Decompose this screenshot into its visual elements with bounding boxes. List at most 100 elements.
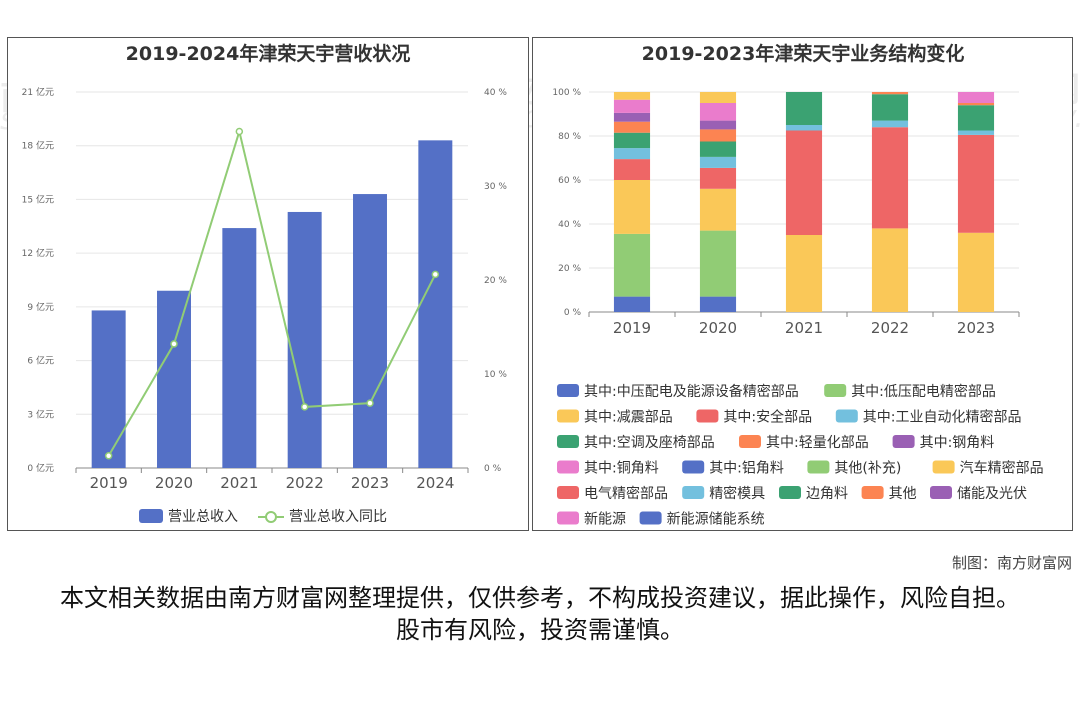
- legend-label: 精密模具: [709, 485, 765, 502]
- stacked-bar-segment: [699, 167, 737, 189]
- stacked-bar-segment: [613, 233, 651, 297]
- stacked-bar-segment: [699, 230, 737, 297]
- legend-label: 电气精密部品: [584, 485, 668, 502]
- chart-title: 2019-2023年津荣天宇业务结构变化: [642, 42, 965, 65]
- legend-label: 新能源储能系统: [667, 512, 765, 528]
- stacked-bar-segment: [699, 296, 737, 312]
- legend-swatch: [824, 384, 847, 397]
- line-series: [104, 127, 440, 460]
- legend-swatch: [557, 486, 579, 499]
- y-tick-label: 15 亿元: [22, 193, 54, 205]
- legend-label: 营业总收入: [168, 509, 238, 525]
- stacked-bar-segment: [957, 92, 995, 103]
- stacked-bar-segment: [613, 112, 651, 122]
- y2-tick-label: 30 %: [484, 182, 507, 192]
- growth-point: [235, 127, 244, 136]
- legend-label: 营业总收入同比: [289, 509, 387, 525]
- stacked-bar-segment: [699, 103, 737, 121]
- legend-label: 其中:铝角料: [709, 461, 784, 477]
- x-axis-ticks: 2019 2020 2021 2022 2023: [613, 319, 995, 337]
- bar-series: [91, 140, 453, 469]
- stacked-bar-segment: [613, 180, 651, 234]
- y-tick-label: 100 %: [552, 88, 581, 98]
- legend-label: 其中:铜角料: [584, 461, 659, 477]
- y-tick-label: 0 亿元: [27, 462, 54, 474]
- stacked-bar-segment: [613, 92, 651, 100]
- growth-point: [170, 340, 178, 348]
- growth-line: [107, 127, 437, 457]
- y2-tick-label: 20 %: [484, 276, 507, 286]
- y-tick-label: 20 %: [558, 264, 581, 274]
- stacked-bar-segment: [957, 105, 995, 131]
- y-axis-ticks: 0 % 20 % 40 % 60 % 80 % 100 %: [552, 88, 581, 318]
- y2-tick-label: 10 %: [484, 370, 507, 380]
- legend-swatch: [807, 460, 830, 474]
- stacked-bar-segment: [785, 125, 823, 131]
- growth-point: [366, 399, 374, 407]
- x-tick-label: 2020: [699, 319, 737, 337]
- legend-swatch: [696, 409, 719, 423]
- y-tick-label: 0 %: [564, 308, 582, 318]
- x-tick-label: 2023: [957, 319, 995, 337]
- stacked-bar-segment: [613, 99, 651, 113]
- x-tick-label: 2019: [613, 319, 651, 337]
- legend-label: 其他(补充): [834, 461, 901, 477]
- legend-swatch: [557, 384, 579, 397]
- stacked-bar-segment: [699, 92, 737, 103]
- stacked-bar-segment: [871, 120, 909, 128]
- legend-swatch: [557, 511, 579, 525]
- legend-swatch: [861, 486, 884, 499]
- revenue-bar: [418, 140, 453, 468]
- legend-swatch: [557, 409, 579, 423]
- stacked-bar-segment: [785, 235, 823, 312]
- legend-swatch: [639, 511, 662, 525]
- stacked-bar-segment: [699, 156, 737, 168]
- stacked-bar-segment: [613, 296, 651, 312]
- x-tick-label: 2023: [351, 474, 389, 492]
- y-tick-label: 6 亿元: [27, 355, 54, 367]
- legend-label: 其中:安全部品: [723, 409, 812, 426]
- stacked-bar-segment: [785, 92, 823, 125]
- stacked-bar-segment: [957, 103, 995, 106]
- chart-credit: 制图：南方财富网: [951, 554, 1072, 572]
- revenue-bar: [353, 194, 387, 469]
- x-tick-label: 2021: [785, 319, 823, 337]
- legend-swatch: [682, 486, 705, 499]
- legend-label: 边角料: [806, 486, 848, 502]
- stacked-bar-segment: [699, 120, 737, 130]
- legend-label: 其中:中压配电及能源设备精密部品: [584, 383, 799, 400]
- revenue-chart-panel: 2019-2024年津荣天宇营收状况 0 亿元 3 亿元 6 亿元 9 亿元 12 亿元…: [7, 37, 529, 531]
- stacked-bar-segment: [957, 134, 995, 233]
- chart-title: 2019-2024年津荣天宇营收状况: [126, 42, 411, 65]
- stacked-bar-segment: [785, 130, 823, 235]
- x-tick-label: 2022: [286, 474, 324, 492]
- y-tick-label: 9 亿元: [27, 301, 54, 313]
- legend-label: 其中:钢角料: [920, 435, 995, 451]
- legend-swatch: [557, 435, 579, 448]
- y-tick-label: 3 亿元: [27, 408, 54, 420]
- x-tick-label: 2019: [90, 474, 128, 492]
- legend-label: 汽车精密部品: [960, 460, 1044, 477]
- revenue-bar: [287, 211, 322, 468]
- legend-swatch: [779, 486, 801, 499]
- growth-point: [104, 452, 113, 460]
- revenue-bar: [222, 228, 257, 468]
- legend-swatch-marker: [265, 511, 277, 523]
- grid: [75, 91, 469, 473]
- x-axis-ticks: 2019 2020 2021 2022 2023 2024: [90, 474, 455, 492]
- legend-label: 其中:减震部品: [584, 410, 673, 426]
- x-tick-label: 2024: [416, 474, 454, 492]
- disclaimer-text: 本文相关数据由南方财富网整理提供，仅供参考，不构成投资建议，据此操作，风险自担。…: [60, 584, 1020, 644]
- legend-swatch: [557, 460, 579, 474]
- y2-axis-ticks: 0 % 10 % 20 % 30 % 40 %: [484, 88, 507, 474]
- legend[interactable]: 营业总收入 营业总收入同比: [139, 509, 387, 525]
- y-tick-label: 21 亿元: [22, 86, 54, 98]
- y2-tick-label: 0 %: [484, 464, 502, 474]
- legend-label: 储能及光伏: [957, 486, 1027, 502]
- stacked-bar-segment: [613, 159, 651, 180]
- legend-swatch: [930, 486, 952, 499]
- y-tick-label: 40 %: [558, 220, 581, 230]
- stacked-bar-segment: [699, 188, 737, 231]
- x-tick-label: 2022: [871, 319, 909, 337]
